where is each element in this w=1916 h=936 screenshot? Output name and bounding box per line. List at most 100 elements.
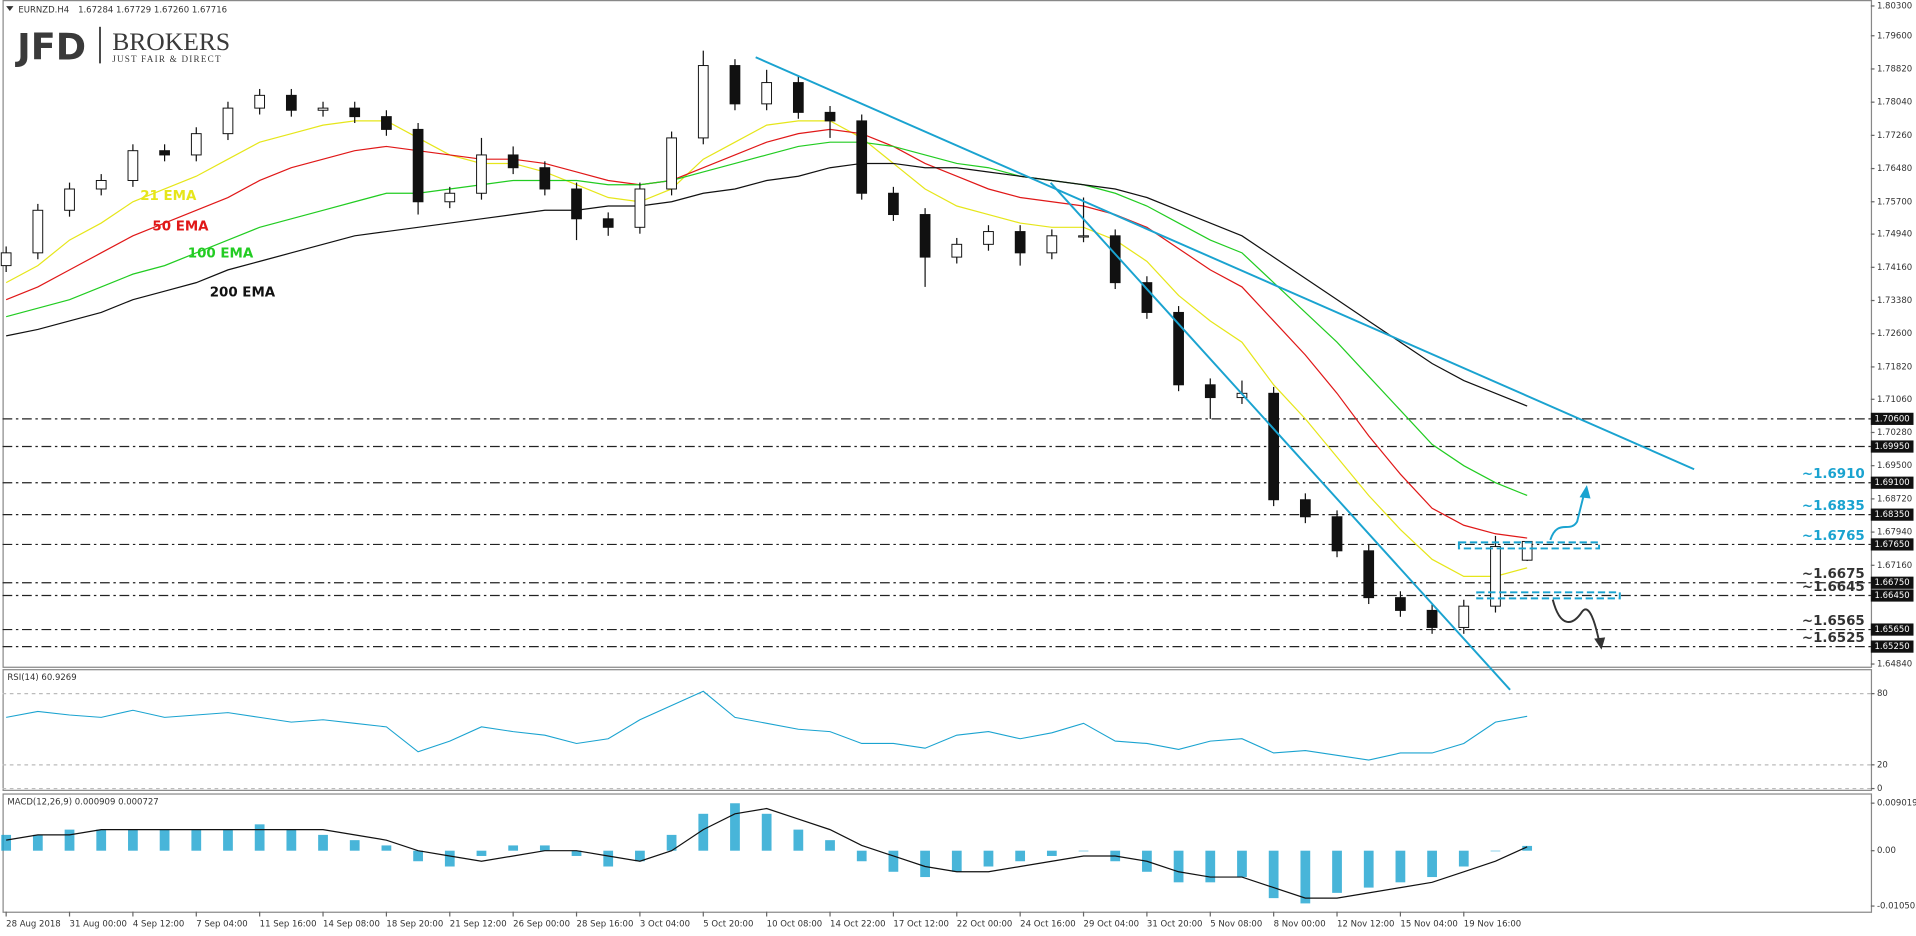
y-tick-label: 1.77260 (1877, 131, 1912, 141)
macd-bar (128, 829, 138, 851)
arrowhead (1594, 637, 1606, 650)
x-tick-label: 28 Sep 16:00 (577, 919, 634, 929)
macd-bar (1395, 850, 1406, 883)
level-label: 1.67650 (1875, 540, 1910, 550)
candle-body (254, 94, 266, 109)
candle-body (317, 107, 329, 111)
level-label: 1.68350 (1875, 510, 1910, 520)
macd-bar (381, 845, 392, 851)
trendline (755, 56, 1695, 471)
level-label: 1.70600 (1875, 414, 1910, 424)
candle-body (507, 154, 519, 169)
x-tick-label: 4 Sep 12:00 (133, 919, 184, 929)
legend-label: 100 EMA (188, 247, 254, 262)
y-tick-label: 1.68720 (1877, 494, 1912, 504)
signal-line (6, 807, 1528, 899)
candle-body (761, 82, 773, 105)
ema-line (5, 128, 1528, 539)
candle-body (222, 107, 234, 135)
arrowhead (1579, 485, 1591, 499)
level-label-box (1870, 476, 1914, 489)
level-label: 1.66450 (1875, 591, 1910, 601)
level-note: ~1.6565 (1802, 614, 1865, 629)
candle-body (1331, 516, 1343, 552)
x-tick-label: 10 Oct 08:00 (767, 919, 823, 929)
macd-bar (159, 829, 170, 851)
x-tick-label: 22 Oct 00:00 (957, 919, 1013, 929)
candle-body (159, 150, 170, 156)
ema-line (5, 120, 1528, 577)
level-label: 1.69100 (1875, 478, 1910, 488)
candle-body (856, 120, 868, 194)
candle-body (1363, 550, 1375, 599)
candle-body (539, 167, 551, 190)
level-label-box (1870, 576, 1914, 589)
macd-bar (1522, 845, 1533, 851)
macd-bar (64, 829, 75, 851)
macd-bar (539, 845, 550, 851)
symbol: EURNZD.H4 (18, 5, 69, 15)
macd-bar (1015, 850, 1026, 862)
macd-bar (730, 803, 740, 851)
y-tick-label: 1.79600 (1877, 31, 1912, 41)
macd-bar (1332, 850, 1342, 893)
zone (1457, 541, 1601, 550)
level-label-box (1870, 440, 1914, 453)
level-label-box (1870, 538, 1914, 551)
y-tick-label: 1.71060 (1877, 395, 1912, 405)
macd-bar (1078, 850, 1089, 852)
macd-bar (1, 834, 12, 851)
candle-body (127, 150, 139, 181)
candle-body (1490, 546, 1501, 607)
level-label: 1.65250 (1875, 642, 1910, 652)
y-tick-label: -0.010505 (1877, 902, 1916, 912)
logo-brand: JFD (14, 25, 86, 68)
y-tick-label: 1.67160 (1877, 561, 1912, 571)
level-label-box (1870, 640, 1914, 653)
macd-bar (444, 850, 455, 867)
macd-bar (413, 850, 423, 862)
level-label-box (1870, 412, 1914, 425)
macd-bar (920, 850, 930, 878)
macd-bar (32, 834, 43, 851)
candle-body (0, 252, 12, 267)
x-tick-label: 18 Sep 20:00 (386, 919, 443, 929)
macd-bar (1237, 850, 1247, 878)
macd-bar (191, 829, 202, 851)
macd-bar (96, 829, 107, 851)
candle-body (1299, 499, 1311, 518)
macd-bar (1458, 850, 1469, 867)
y-tick-label: 1.67940 (1877, 528, 1912, 538)
candle-body (888, 192, 899, 216)
arrow-down (1551, 599, 1601, 642)
menu-triangle[interactable] (6, 6, 14, 11)
y-tick-label: 1.72600 (1877, 329, 1912, 339)
macd-bar (856, 850, 867, 862)
macd-bar (318, 834, 328, 851)
y-tick-label: 80 (1877, 689, 1888, 699)
y-tick-label: 1.75700 (1877, 197, 1912, 207)
macd-bar (476, 850, 487, 856)
drawings (755, 56, 1695, 691)
candle-body (824, 111, 836, 122)
x-tick-label: 19 Nov 16:00 (1464, 919, 1521, 929)
x-tick-label: 24 Oct 16:00 (1020, 919, 1076, 929)
level-label: 1.65650 (1875, 625, 1910, 635)
y-tick-label: 1.74940 (1877, 230, 1912, 240)
y-tick-label: 1.69500 (1877, 461, 1912, 471)
candle-body (602, 218, 614, 228)
macd-bar (1363, 850, 1374, 888)
x-tick-label: 29 Oct 04:00 (1084, 919, 1140, 929)
y-tick-label: 0 (1877, 784, 1882, 794)
level-note: ~1.6525 (1802, 631, 1865, 646)
x-tick-label: 14 Oct 22:00 (830, 919, 886, 929)
macd-bar (825, 840, 835, 851)
candle-body (1046, 235, 1058, 254)
candle-body (1521, 540, 1533, 561)
panel-title: MACD(12,26,9) 0.000909 0.000727 (7, 797, 158, 807)
macd-bar (508, 845, 519, 851)
level-label-box (1870, 508, 1914, 521)
candle-body (571, 188, 582, 220)
legend-label: 21 EMA (140, 189, 197, 204)
